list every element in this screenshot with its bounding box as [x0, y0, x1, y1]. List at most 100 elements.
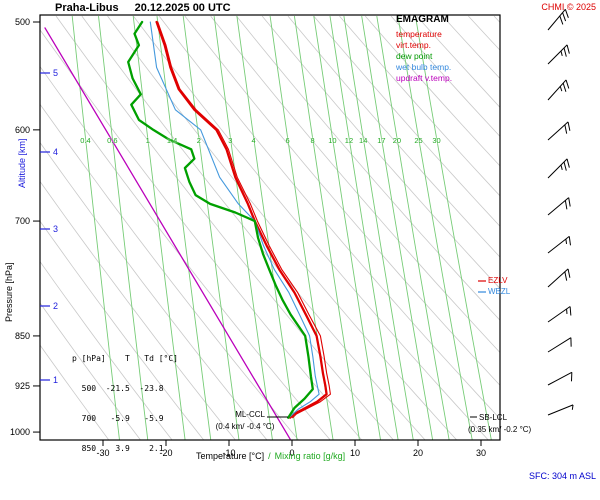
dry-adiabat-line — [81, 15, 426, 440]
mixing-ratio-label: 3 — [228, 136, 233, 145]
legend-item-temperature: temperature — [396, 29, 442, 39]
dry-adiabat-line — [40, 103, 300, 440]
curve-dew-point — [127, 20, 314, 419]
curve-temperature — [155, 20, 328, 419]
mixing-ratio-label: 1 — [145, 136, 150, 145]
level-table-row: 500 -21.5 -23.8 — [72, 384, 164, 393]
mixing-ratio-line — [293, 16, 360, 440]
legend: EMAGRAM temperature virt.temp. dew point we… — [396, 14, 452, 84]
dry-adiabat-line — [40, 180, 236, 440]
background-grid — [40, 15, 500, 440]
dry-adiabat-line — [40, 344, 110, 440]
mixing-ratio-line — [313, 16, 382, 440]
temperature-tick-label: -20 — [159, 448, 173, 458]
temperature-tick-label: -10 — [222, 448, 236, 458]
sfc-label: SFC: 304 m ASL — [528, 471, 596, 481]
pressure-tick-label: 500 — [14, 17, 30, 27]
mlccl-label: ML-CCL — [235, 410, 265, 419]
chart-title: Praha-Libus 20.12.2025 00 UTC — [55, 2, 231, 14]
dry-adiabat-line — [158, 15, 500, 420]
dry-adiabat-line — [210, 15, 500, 354]
temperature-tick-label: -30 — [96, 448, 110, 458]
mixing-ratio-label: 25 — [414, 136, 423, 145]
mixing-ratio-label: 4 — [251, 136, 256, 145]
pressure-axis-title: Pressure [hPa] — [4, 262, 14, 322]
wind-barb-half-feather — [565, 238, 568, 245]
x-axis-title: Temperature [°C] / Mixing ratio [g/kg] — [196, 451, 345, 461]
dry-adiabat-line — [236, 15, 500, 321]
mixing-ratio-line — [343, 16, 414, 440]
wind-barb-feather — [563, 47, 567, 57]
dry-adiabat-line — [40, 260, 173, 440]
mlccl-value: (0.4 km/ -0.4 °C) — [215, 422, 275, 431]
wind-barb-shaft — [547, 371, 573, 386]
mixing-ratio-label: 17 — [377, 136, 386, 145]
mixing-ratio-line — [376, 16, 450, 440]
wind-barb-feather — [559, 15, 564, 25]
dry-adiabat-line — [442, 15, 500, 80]
temperature-tick-label: 0 — [289, 448, 295, 458]
curve-wet-bulb — [149, 21, 320, 419]
pressure-tick-label: 850 — [14, 330, 30, 341]
wind-barb-feather — [566, 158, 570, 168]
wind-barb-feather — [565, 79, 570, 89]
sblcl-label: SB-LCL — [479, 413, 508, 422]
level-table-row: 850 3.9 2.1 — [72, 444, 164, 453]
mixing-ratio-line — [414, 16, 492, 440]
x-axis-separator: / — [268, 451, 271, 461]
dry-adiabat-line — [390, 15, 500, 138]
altitude-tick-label: 3 — [53, 224, 59, 234]
level-table: p [hPa] T Td [°C] 500 -21.5 -23.8 700 -5… — [72, 334, 178, 474]
sblcl-value: (0.35 km/ -0.2 °C) — [468, 425, 532, 434]
plot-frame — [39, 14, 501, 441]
mixing-ratio-line — [98, 16, 149, 440]
temperature-tick-label: 20 — [412, 448, 423, 458]
wind-barb-shaft — [547, 404, 574, 416]
mixing-ratio-line — [132, 16, 186, 440]
legend-items: temperature virt.temp. dew point wet bulb t… — [396, 29, 452, 84]
wind-barb-feather — [569, 306, 572, 316]
wind-barb-shaft — [547, 197, 570, 216]
wind-barb-shaft — [547, 158, 568, 179]
dry-adiabat-line — [339, 15, 500, 197]
altitude-tick-label: 4 — [53, 147, 59, 157]
wind-barb-feather — [564, 124, 568, 134]
mixing-ratio-label: 12 — [344, 136, 354, 145]
mixing-ratio-line — [397, 16, 473, 440]
wind-barb-shaft — [547, 79, 567, 101]
x-axis-temp-label: Temperature [°C] — [196, 451, 265, 461]
dry-adiabat-line — [107, 15, 458, 440]
wind-barb-half-feather — [559, 86, 563, 92]
altitude-axis-title: Altitude [km] — [17, 138, 27, 188]
wind-barb-feather — [567, 121, 571, 131]
mixing-ratio-label: 0.4 — [80, 136, 91, 145]
mixing-ratio-label: 0.6 — [107, 136, 118, 145]
wind-barbs — [547, 8, 574, 416]
mixing-ratio-line — [71, 16, 120, 440]
mixing-ratio-label: 6 — [285, 136, 290, 145]
sounding-curves — [44, 20, 331, 440]
dry-adiabat-line — [493, 15, 500, 23]
legend-item-wet-bulb-temp-: wet bulb temp. — [396, 62, 452, 72]
level-table-row: 700 -5.9 -5.9 — [72, 414, 164, 423]
wind-barb-feather — [568, 236, 571, 246]
wind-barb-feather — [564, 200, 568, 210]
altitude-tick-label: 5 — [53, 68, 59, 78]
legend-item-updraft-v-temp-: updraft v.temp. — [396, 73, 453, 83]
dry-adiabat-line — [40, 302, 142, 440]
mixing-ratio-label: 10 — [328, 136, 337, 145]
dry-adiabat-line — [40, 141, 268, 440]
dry-adiabat-line — [40, 220, 205, 440]
dry-adiabat-line — [184, 15, 500, 386]
mixing-ratio-label: 1.4 — [166, 136, 178, 145]
wind-barb-shaft — [547, 268, 569, 288]
mixing-ratio-label: 30 — [432, 136, 441, 145]
wind-barb-shaft — [547, 337, 572, 353]
wind-barb-feather — [563, 161, 567, 171]
mixing-ratio-line — [236, 16, 298, 440]
pressure-tick-label: 600 — [14, 124, 30, 135]
wbzl-label: WBZL — [488, 287, 511, 296]
wind-barb-half-feather — [560, 50, 563, 56]
axis-ticks — [33, 21, 486, 446]
